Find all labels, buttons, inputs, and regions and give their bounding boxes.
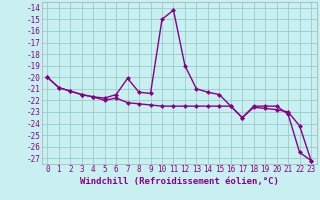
X-axis label: Windchill (Refroidissement éolien,°C): Windchill (Refroidissement éolien,°C) — [80, 177, 279, 186]
